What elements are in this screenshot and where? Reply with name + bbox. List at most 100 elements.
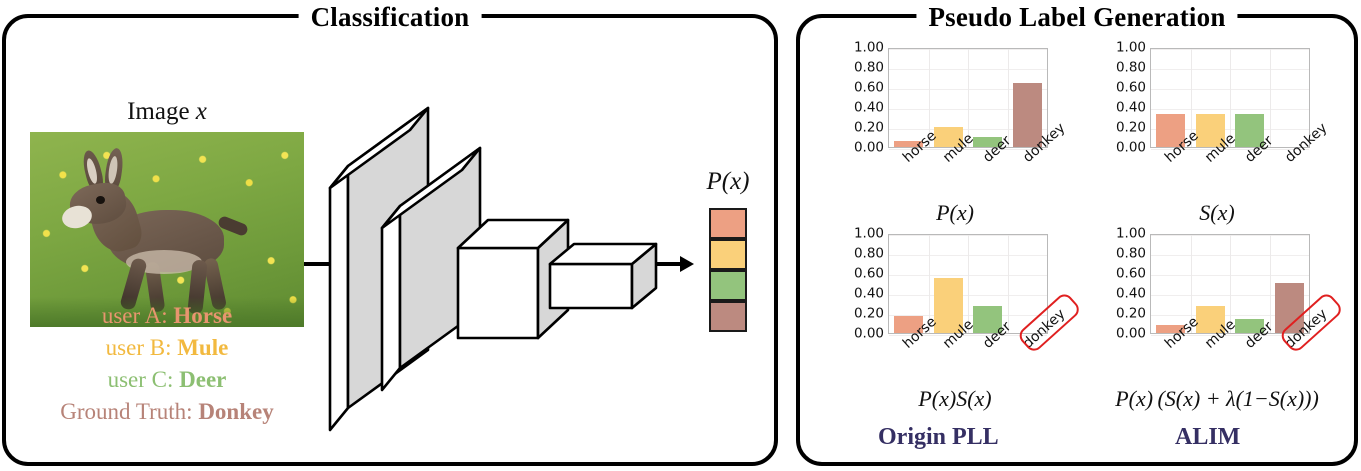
bar-donkey — [1012, 83, 1042, 147]
gridline-vertical — [1269, 235, 1271, 333]
y-tick-label: 0.80 — [1115, 245, 1146, 262]
gridline-vertical — [1230, 235, 1231, 333]
annotation-user-c-value: Deer — [179, 367, 227, 392]
output-probability-label: P(x) — [706, 168, 750, 195]
image-caption-text: Image — [127, 98, 190, 125]
chart-xlabel-pxsx: P(x)S(x) — [918, 386, 992, 411]
method-label-alim: ALIM — [1175, 424, 1241, 450]
y-tick-label: 0.00 — [1115, 139, 1146, 156]
bar-mule — [1195, 306, 1225, 333]
bar-slot-mule — [929, 49, 969, 147]
y-tick-label: 0.40 — [853, 285, 884, 302]
donkey-photo — [30, 132, 304, 327]
annotation-user-a: user A: Horse — [30, 303, 304, 329]
y-tick-label: 0.20 — [1115, 119, 1146, 136]
method-label-origin-pll: Origin PLL — [878, 424, 999, 450]
y-tick-label: 1.00 — [1115, 225, 1146, 242]
y-axis-ticks: 1.00 0.80 0.60 0.40 0.20 0.00 — [1092, 226, 1146, 342]
bar-horse — [894, 316, 924, 333]
input-image-block: Image x — [30, 98, 304, 327]
swatch-donkey — [709, 301, 747, 332]
gridline-vertical — [1007, 49, 1009, 147]
plot-area — [1150, 234, 1310, 336]
grass-foreground — [30, 297, 304, 327]
bar-mule — [1195, 114, 1225, 147]
bar-slot-donkey — [1270, 49, 1310, 147]
plot-area-wrapper — [1150, 48, 1310, 150]
chart-xlabel-sx: S(x) — [1199, 200, 1235, 225]
gridline-vertical — [1230, 49, 1231, 147]
bar-slot-horse — [1151, 49, 1191, 147]
chart-sx: 1.00 0.80 0.60 0.40 0.20 0.00 horse mule deer don… — [1092, 40, 1342, 227]
bar-group — [1151, 49, 1309, 147]
bar-group — [889, 235, 1047, 333]
panel-classification-title: Classification — [298, 2, 482, 33]
bar-horse — [894, 141, 924, 147]
y-tick-label: 0.80 — [853, 59, 884, 76]
y-tick-label: 0.20 — [1115, 305, 1146, 322]
bar-slot-donkey — [1008, 49, 1048, 147]
bar-slot-mule — [1191, 235, 1231, 333]
annotation-user-c-prefix: user C: — [107, 367, 180, 392]
gridline-horizontal — [1151, 149, 1309, 150]
gridline-vertical — [1190, 235, 1192, 333]
annotation-user-a-prefix: user A: — [101, 303, 174, 328]
gridline-vertical — [928, 235, 930, 333]
y-axis-ticks: 1.00 0.80 0.60 0.40 0.20 0.00 — [830, 226, 884, 342]
bar-deer — [973, 306, 1003, 333]
y-tick-label: 0.00 — [853, 325, 884, 342]
bar-slot-mule — [929, 235, 969, 333]
y-tick-label: 1.00 — [853, 225, 884, 242]
y-tick-label: 0.20 — [853, 305, 884, 322]
plot-area — [888, 234, 1048, 336]
y-tick-label: 0.40 — [1115, 285, 1146, 302]
chart-alim: 1.00 0.80 0.60 0.40 0.20 0.00 horse mule deer don… — [1092, 226, 1345, 413]
y-tick-label: 0.40 — [853, 99, 884, 116]
plot-area — [888, 48, 1048, 150]
bar-deer — [1235, 114, 1265, 147]
y-axis-ticks: 1.00 0.80 0.60 0.40 0.20 0.00 — [830, 40, 884, 156]
bar-slot-deer — [968, 235, 1008, 333]
y-tick-label: 0.60 — [1115, 79, 1146, 96]
bar-deer — [973, 137, 1003, 147]
annotation-user-b: user B: Mule — [30, 335, 304, 361]
gridline-vertical — [1190, 49, 1192, 147]
swatch-deer — [709, 270, 747, 301]
gridline-horizontal — [889, 149, 1047, 150]
bar-slot-mule — [1191, 49, 1231, 147]
y-tick-label: 0.80 — [853, 245, 884, 262]
bar-group — [1151, 235, 1309, 333]
y-tick-label: 0.60 — [853, 265, 884, 282]
bar-mule — [933, 127, 963, 147]
plot-area-wrapper — [1150, 234, 1310, 336]
bar-slot-horse — [889, 235, 929, 333]
bar-slot-donkey — [1270, 235, 1310, 333]
annotation-ground-truth: Ground Truth: Donkey — [30, 399, 304, 425]
gridline-vertical — [968, 49, 969, 147]
bar-slot-deer — [1230, 235, 1270, 333]
bar-horse — [1156, 325, 1186, 333]
y-tick-label: 0.20 — [853, 119, 884, 136]
panel-classification: Classification Image x user A: Hors — [2, 2, 778, 466]
cnn-diagram — [328, 106, 658, 432]
y-tick-label: 0.60 — [1115, 265, 1146, 282]
bar-deer — [1235, 319, 1265, 333]
bar-group — [889, 49, 1047, 147]
bar-slot-horse — [1151, 235, 1191, 333]
gridline-horizontal — [889, 335, 1047, 336]
y-tick-label: 0.60 — [853, 79, 884, 96]
output-probability-swatches — [709, 208, 747, 332]
chart-px: 1.00 0.80 0.60 0.40 0.20 0.00 horse mule deer don… — [830, 40, 1080, 227]
y-tick-label: 1.00 — [853, 39, 884, 56]
donkey-eye — [96, 196, 105, 204]
chart-xlabel-alim: P(x) (S(x) + λ(1−S(x))) — [1115, 386, 1319, 411]
plot-area-wrapper — [888, 48, 1048, 150]
annotation-user-b-value: Mule — [177, 335, 229, 360]
annotation-user-c: user C: Deer — [30, 367, 304, 393]
chart-xlabel-px: P(x) — [936, 200, 974, 225]
gridline-vertical — [1269, 49, 1271, 147]
y-tick-label: 0.00 — [1115, 325, 1146, 342]
bar-slot-deer — [968, 49, 1008, 147]
bar-mule — [933, 278, 963, 333]
plot-area-wrapper — [888, 234, 1048, 336]
